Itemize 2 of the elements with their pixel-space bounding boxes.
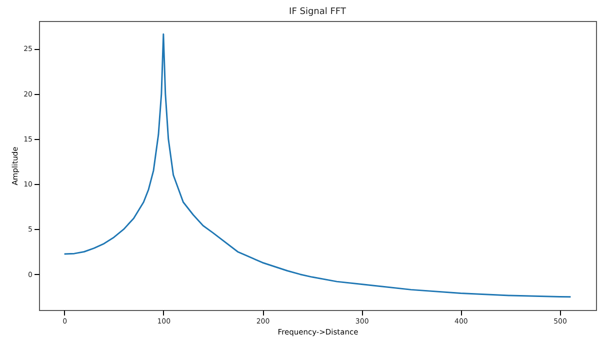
line-series [64,33,572,298]
chart-title: IF Signal FFT [289,7,346,17]
